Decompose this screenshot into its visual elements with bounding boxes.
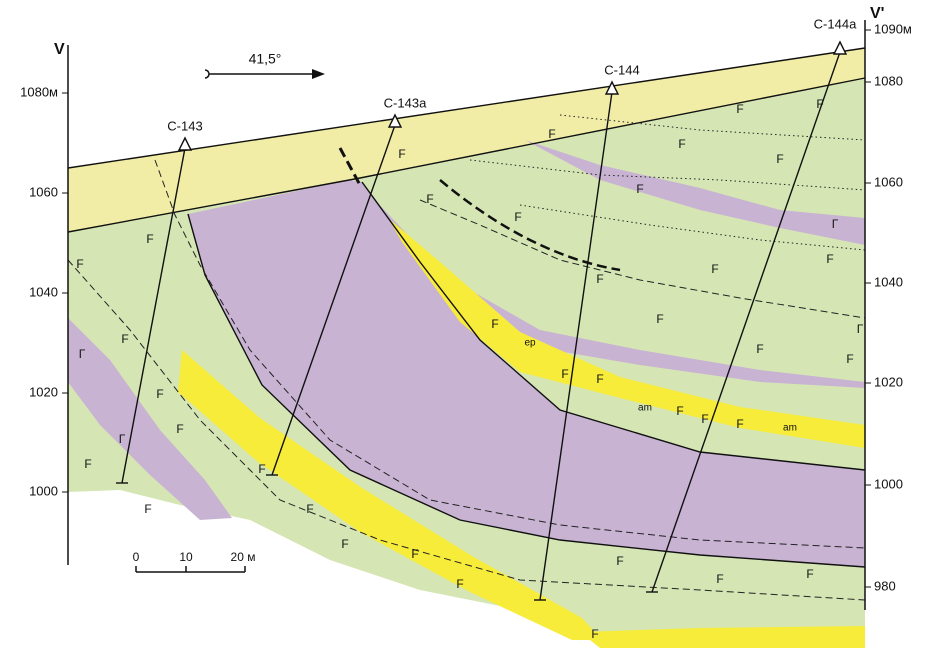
- rock-label: F: [491, 317, 498, 331]
- rock-label: F: [548, 127, 555, 141]
- well-label: С-143: [167, 118, 202, 133]
- rock-label: F: [426, 192, 433, 206]
- rock-label: F: [456, 577, 463, 591]
- rock-label: ер: [524, 338, 536, 349]
- elevation: 1080: [874, 73, 903, 88]
- rock-label: F: [176, 422, 183, 436]
- rock-label: F: [678, 137, 685, 151]
- well-label: С-144: [604, 62, 639, 77]
- rock-label: F: [258, 462, 265, 476]
- rock-label: F: [846, 352, 853, 366]
- rock-label: Г: [79, 347, 86, 361]
- scale-label: 10: [179, 550, 193, 564]
- well-label: С-144а: [814, 16, 857, 31]
- rock-label: F: [146, 232, 153, 246]
- elevation: 980: [874, 578, 896, 593]
- rock-label: Г: [832, 217, 839, 231]
- rock-label: F: [616, 554, 623, 568]
- rock-label: F: [776, 152, 783, 166]
- rock-label: F: [144, 502, 151, 516]
- rock-label: F: [341, 537, 348, 551]
- rock-label: Г: [857, 322, 864, 336]
- rock-label: F: [76, 257, 83, 271]
- rock-label: am: [638, 403, 652, 414]
- rock-label: F: [596, 272, 603, 286]
- rock-label: F: [121, 332, 128, 346]
- rock-label: F: [411, 547, 418, 561]
- rock-label: F: [806, 567, 813, 581]
- direction-label: 41,5°: [249, 51, 282, 67]
- elevation: 1020: [874, 374, 903, 389]
- elevation: 1060: [29, 184, 58, 199]
- elevation: 1000: [874, 476, 903, 491]
- elevation: 1060: [874, 174, 903, 189]
- axis-label: V': [870, 5, 884, 22]
- rock-label: F: [636, 182, 643, 196]
- rock-label: F: [398, 147, 405, 161]
- rock-label: F: [156, 387, 163, 401]
- rock-label: F: [561, 367, 568, 381]
- rock-label: F: [701, 412, 708, 426]
- rock-label: F: [826, 252, 833, 266]
- elevation: 1000: [29, 483, 58, 498]
- rock-label: F: [711, 262, 718, 276]
- well-label: С-143а: [384, 95, 427, 110]
- scale-bar: [136, 566, 245, 572]
- elevation: 1080м: [20, 84, 58, 99]
- direction-arrow: [205, 70, 320, 78]
- rock-label: F: [656, 312, 663, 326]
- rock-label: F: [736, 417, 743, 431]
- scale-label: 20 м: [231, 550, 256, 564]
- rock-label: F: [676, 404, 683, 418]
- rock-label: F: [756, 342, 763, 356]
- elevation: 1040: [874, 274, 903, 289]
- elevation: 1040: [29, 284, 58, 299]
- rock-label: F: [716, 572, 723, 586]
- rock-label: Г: [119, 432, 126, 446]
- rock-label: F: [596, 372, 603, 386]
- axis-label: V: [54, 41, 65, 58]
- arrow-head: [312, 69, 325, 79]
- rock-label: F: [736, 102, 743, 116]
- rock-label: F: [306, 502, 313, 516]
- rock-label: F: [816, 97, 823, 111]
- rock-label: F: [84, 457, 91, 471]
- scale-label: 0: [133, 550, 140, 564]
- cross-section: V V' 1080м 1060 1040 1020 1000 1090м 108…: [0, 0, 925, 648]
- rock-label: am: [783, 423, 797, 434]
- rock-label: F: [591, 627, 598, 641]
- rock-label: F: [514, 210, 521, 224]
- elevation: 1020: [29, 384, 58, 399]
- elevation: 1090м: [874, 21, 912, 36]
